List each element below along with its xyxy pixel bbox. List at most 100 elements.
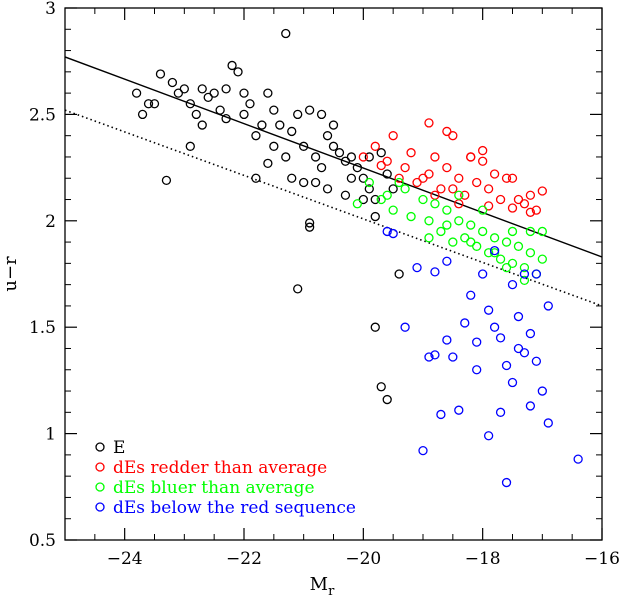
green-de-point [442, 205, 452, 215]
e-point [304, 222, 315, 232]
legend-label-blue: dEs below the red sequence [113, 498, 356, 518]
e-point [191, 109, 201, 120]
blue-de-point [495, 333, 506, 343]
blue-de-point [531, 269, 542, 279]
red-de-point [388, 131, 398, 141]
e-point [275, 120, 285, 130]
green-de-point [501, 262, 512, 273]
red-de-point [513, 194, 524, 205]
e-point [316, 162, 327, 173]
red-de-point [448, 131, 458, 141]
blue-de-point [507, 377, 518, 388]
e-point [364, 152, 374, 162]
red-de-point [430, 152, 440, 162]
blue-de-point [573, 454, 583, 464]
red-de-point [483, 201, 494, 211]
e-point [293, 284, 303, 294]
y-tick-label: 3 [45, 0, 56, 19]
e-point [269, 141, 279, 151]
e-point [382, 169, 392, 179]
e-point [370, 194, 380, 205]
e-point [394, 269, 404, 279]
red-de-point [507, 203, 518, 213]
e-point [161, 175, 172, 186]
green-de-point [406, 211, 416, 222]
e-point [221, 114, 231, 124]
green-de-point [537, 226, 547, 237]
legend-marker-blue [95, 502, 105, 512]
green-de-point [424, 233, 434, 243]
green-de-point [507, 226, 518, 237]
red-de-point [394, 173, 404, 183]
red-de-point [495, 194, 506, 205]
x-axis-label: Mr [310, 574, 335, 599]
red-de-point [424, 169, 434, 179]
green-de-point [364, 177, 374, 188]
e-point [376, 382, 386, 392]
green-de-point [430, 199, 440, 209]
green-de-point [454, 216, 464, 226]
e-point [304, 105, 315, 115]
e-point [340, 156, 351, 166]
e-point [376, 148, 386, 158]
blue-de-point [513, 343, 524, 354]
e-point [328, 141, 339, 151]
red-de-point [442, 126, 452, 137]
legend-marker-e [95, 442, 105, 452]
blue-de-point [478, 269, 488, 279]
x-axis-label-main: M [310, 574, 328, 595]
legend-label-green: dEs bluer than average [113, 478, 315, 498]
data-points [131, 28, 583, 488]
blue-de-point [543, 301, 553, 311]
blue-de-point [418, 445, 428, 456]
green-de-point [466, 220, 476, 230]
fit-lines [65, 56, 602, 307]
blue-de-point [507, 279, 518, 290]
svg-text:Mr: Mr [310, 574, 335, 599]
e-point [239, 88, 249, 98]
e-point [185, 99, 195, 109]
e-point [203, 92, 213, 103]
e-point [233, 67, 243, 77]
legend-label-e: E [113, 438, 125, 458]
blue-de-point [460, 318, 470, 328]
y-tick-label: 1 [45, 425, 56, 445]
red-de-point [525, 207, 536, 217]
blue-de-point [430, 267, 440, 277]
green-de-point [394, 177, 404, 188]
blue-de-point [454, 405, 464, 415]
e-point [197, 120, 207, 130]
legend-label-red: dEs redder than average [113, 458, 327, 478]
blue-de-point [442, 256, 452, 266]
blue-de-point [448, 352, 458, 362]
green-de-point [460, 233, 470, 243]
x-tick-label: −20 [345, 549, 381, 569]
e-point [340, 190, 351, 200]
green-de-point [376, 194, 386, 205]
blue-de-point [501, 360, 512, 371]
red-de-point [472, 177, 482, 188]
legend-marker-red [95, 462, 105, 472]
e-point [281, 28, 291, 39]
blue-de-point [519, 269, 530, 279]
green-de-point [537, 254, 547, 264]
x-tick-label: −16 [584, 549, 620, 569]
red-de-point [448, 184, 458, 194]
e-point [382, 394, 392, 405]
x-axis-label-subscript: r [328, 584, 335, 599]
e-point [287, 126, 297, 137]
red-de-point [478, 156, 488, 166]
e-point [322, 131, 333, 141]
e-point [263, 158, 273, 168]
blue-de-point [525, 328, 536, 339]
e-point [316, 109, 327, 120]
red-sequence-fit-line [65, 56, 602, 258]
blue-de-point [537, 386, 547, 396]
green-de-point [454, 190, 464, 200]
y-tick-label: 2 [45, 212, 56, 232]
e-point [299, 141, 309, 151]
blue-de-point [424, 352, 434, 362]
green-de-point [489, 233, 500, 243]
e-point [143, 99, 154, 109]
green-de-point [501, 237, 512, 247]
